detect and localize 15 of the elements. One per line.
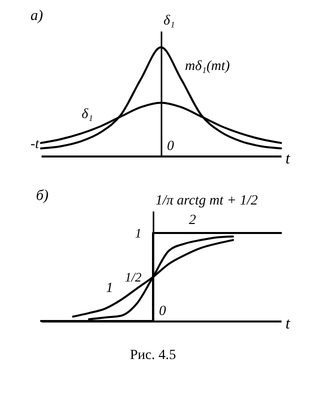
y-axis-title: 1/π arctg mt + 1/2	[156, 194, 258, 208]
y-tick-label: 1/2	[124, 270, 142, 284]
series-label: δ₁	[82, 107, 93, 122]
chart-title: б)	[36, 188, 49, 204]
text: Рис. 4.5	[130, 348, 176, 363]
annotation: 0	[167, 139, 174, 154]
series-label: 1	[106, 280, 113, 296]
annotation: 0	[159, 304, 166, 319]
series-label: mδ₁(mt)	[185, 58, 230, 74]
series-label: 2	[189, 213, 196, 228]
y-axis-title: δ₁	[164, 14, 175, 28]
chart-title: а)	[30, 8, 43, 24]
x-axis-title: t	[286, 316, 290, 332]
x-axis-title: t	[286, 150, 290, 168]
text: -t	[30, 137, 40, 152]
